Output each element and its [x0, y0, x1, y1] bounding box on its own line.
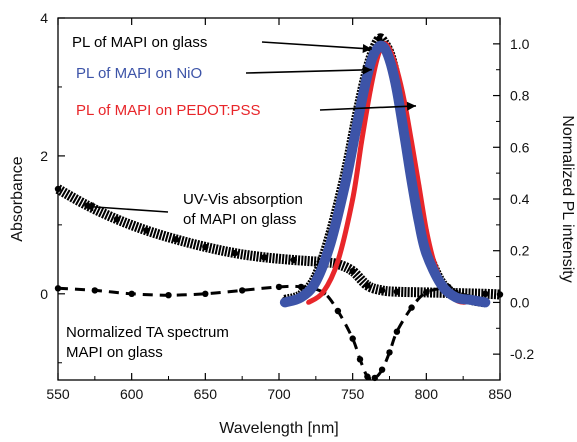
normalized-ta-spectrum-mapi-on-glass-point-1	[92, 287, 98, 293]
pl-of-mapi-on-nio-point-12	[401, 131, 407, 137]
annotation-uvvis-line-1: of MAPI on glass	[183, 211, 296, 228]
y-right-tick-label-0.4: 0.4	[510, 191, 530, 207]
normalized-ta-spectrum-mapi-on-glass-point-2	[129, 291, 135, 297]
pl-of-mapi-on-nio-point-10	[388, 61, 394, 67]
normalized-ta-spectrum-mapi-on-glass-point-17	[408, 304, 414, 310]
pl-of-mapi-on-pedot-pss-point-1	[321, 290, 326, 295]
pl-of-mapi-on-nio-point-17	[453, 294, 459, 300]
x-axis-title: Wavelength [nm]	[219, 420, 338, 437]
annotation-pl_pedot-arrow-head	[407, 102, 416, 111]
y-right-tick-label-1: 1.0	[510, 36, 530, 52]
uv-vis-absorption-of-mapi-on-glass-point-5	[202, 244, 208, 250]
annotation-uvvis-line-0: UV-Vis absorption	[183, 191, 303, 208]
x-tick-label-550: 550	[46, 386, 70, 402]
x-tick-label-650: 650	[194, 386, 218, 402]
pl-of-mapi-on-nio-point-7	[369, 56, 375, 62]
annotation-uvvis-arrow-line	[85, 206, 168, 212]
y-right-tick-label--0.2: -0.2	[510, 346, 534, 362]
pl-of-mapi-on-nio-point-4	[342, 180, 348, 186]
annotation-pl_pedot-line-0: PL of MAPI on PEDOT:PSS	[76, 102, 261, 119]
pl-of-mapi-on-nio-point-1	[298, 294, 304, 300]
x-tick-label-800: 800	[415, 386, 439, 402]
pl-of-mapi-on-nio-point-11	[394, 87, 400, 93]
uv-vis-absorption-of-mapi-on-glass-point-8	[291, 257, 297, 263]
pl-of-mapi-on-nio-point-16	[438, 281, 444, 287]
annotation-pl_glass-line-0: PL of MAPI on glass	[72, 34, 207, 51]
pl-of-mapi-on-nio-point-18	[467, 297, 473, 303]
normalized-ta-spectrum-mapi-on-glass-point-11	[357, 356, 363, 362]
uv-vis-absorption-of-mapi-on-glass-point-2	[114, 216, 120, 222]
annotation-pl_nio-line-0: PL of MAPI on NiO	[76, 65, 202, 82]
x-tick-label-700: 700	[267, 386, 291, 402]
normalized-ta-spectrum-mapi-on-glass-point-14	[379, 367, 385, 373]
pl-of-mapi-on-nio-point-13	[408, 178, 414, 184]
y-right-tick-label-0.8: 0.8	[510, 88, 530, 104]
annotation-pl_nio-arrow-line	[246, 70, 372, 73]
pl-of-mapi-on-nio-point-8	[376, 43, 382, 49]
y-right-tick-label-0.2: 0.2	[510, 243, 530, 259]
pl-of-mapi-on-nio-point-14	[416, 219, 422, 225]
y-left-tick-label-4: 4	[40, 10, 48, 26]
uv-vis-absorption-of-mapi-on-glass-point-7	[261, 254, 267, 260]
pl-of-mapi-on-pedot-pss-point-4	[359, 140, 364, 145]
uv-vis-absorption-of-mapi-on-glass-point-4	[173, 236, 179, 242]
y-right-tick-label-0: 0.0	[510, 294, 530, 310]
pl-of-mapi-on-nio-point-3	[327, 240, 333, 246]
y-right-tick-label-0.6: 0.6	[510, 139, 530, 155]
normalized-ta-spectrum-mapi-on-glass-point-16	[394, 329, 400, 335]
x-tick-label-600: 600	[120, 386, 144, 402]
pl-of-mapi-on-nio-point-0	[282, 299, 288, 305]
x-tick-label-750: 750	[341, 386, 365, 402]
y-left-tick-label-0: 0	[40, 286, 48, 302]
pl-of-mapi-on-nio-point-15	[423, 250, 429, 256]
y-axis-left-title: Absorbance	[9, 156, 26, 241]
normalized-ta-spectrum-mapi-on-glass-point-15	[386, 349, 392, 355]
uv-vis-absorption-of-mapi-on-glass-point-12	[364, 282, 370, 288]
uv-vis-absorption-of-mapi-on-glass-point-13	[379, 287, 385, 293]
uv-vis-absorption-of-mapi-on-glass-point-14	[394, 289, 400, 295]
y-left-tick-label-2: 2	[40, 148, 48, 164]
pl-of-mapi-on-nio-point-2	[313, 279, 319, 285]
pl-of-mapi-on-nio-point-6	[361, 85, 367, 91]
x-tick-label-850: 850	[488, 386, 512, 402]
uv-vis-absorption-of-mapi-on-glass-point-6	[232, 250, 238, 256]
pl-of-mapi-on-pedot-pss-point-0	[306, 300, 311, 305]
pl-of-mapi-on-pedot-pss-line	[309, 44, 465, 303]
annotation-ta-line-0: Normalized TA spectrum	[66, 324, 229, 341]
normalized-ta-spectrum-mapi-on-glass-point-5	[239, 287, 245, 293]
pl-of-mapi-on-pedot-pss-point-2	[336, 259, 341, 264]
uv-vis-absorption-of-mapi-on-glass-point-11	[350, 268, 356, 274]
normalized-ta-spectrum-mapi-on-glass-point-9	[335, 308, 341, 314]
pl-of-mapi-on-pedot-pss-point-3	[350, 197, 355, 202]
normalized-ta-spectrum-mapi-on-glass-point-3	[165, 292, 171, 298]
normalized-ta-spectrum-mapi-on-glass-point-12	[364, 373, 370, 379]
pl-of-mapi-on-nio-point-5	[352, 129, 358, 135]
y-axis-right-title: Normalized PL intensity	[559, 115, 576, 282]
normalized-ta-spectrum-mapi-on-glass-point-10	[350, 335, 356, 341]
pl-of-mapi-on-nio-point-9	[382, 46, 388, 52]
normalized-ta-spectrum-mapi-on-glass-point-6	[276, 284, 282, 290]
normalized-ta-spectrum-mapi-on-glass-point-18	[423, 289, 429, 295]
uv-vis-absorption-of-mapi-on-glass-point-17	[482, 291, 488, 297]
pl-of-mapi-on-nio-point-19	[482, 299, 488, 305]
annotation-pl_glass-arrow-line	[262, 42, 372, 49]
normalized-ta-spectrum-mapi-on-glass-point-4	[202, 291, 208, 297]
uv-vis-absorption-of-mapi-on-glass-point-3	[143, 227, 149, 233]
annotation-ta-line-1: MAPI on glass	[66, 344, 163, 361]
